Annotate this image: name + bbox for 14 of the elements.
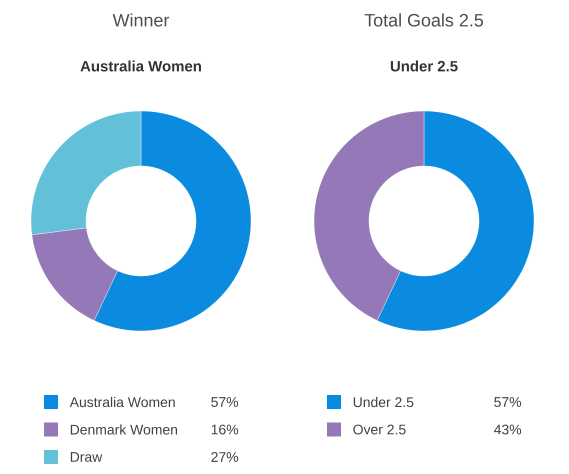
data-label: 57% — [211, 397, 238, 407]
legend-label: Australia Women — [70, 396, 175, 408]
legend-label: Draw — [70, 452, 102, 462]
data-label: 16% — [212, 424, 238, 434]
chart-subtitle: Australia Women — [80, 60, 201, 72]
data-label: 27% — [211, 452, 238, 462]
data-label: 43% — [494, 424, 522, 434]
legend-label: Under 2.5 — [354, 396, 414, 408]
data-label: 57% — [494, 397, 522, 407]
chart-title: Winner — [112, 13, 170, 27]
legend-label: Over 2.5 — [353, 424, 406, 434]
chart-title: Total Goals 2.5 — [364, 13, 484, 27]
chart-subtitle: Under 2.5 — [390, 60, 458, 72]
legend-label: Denmark Women — [70, 424, 178, 435]
